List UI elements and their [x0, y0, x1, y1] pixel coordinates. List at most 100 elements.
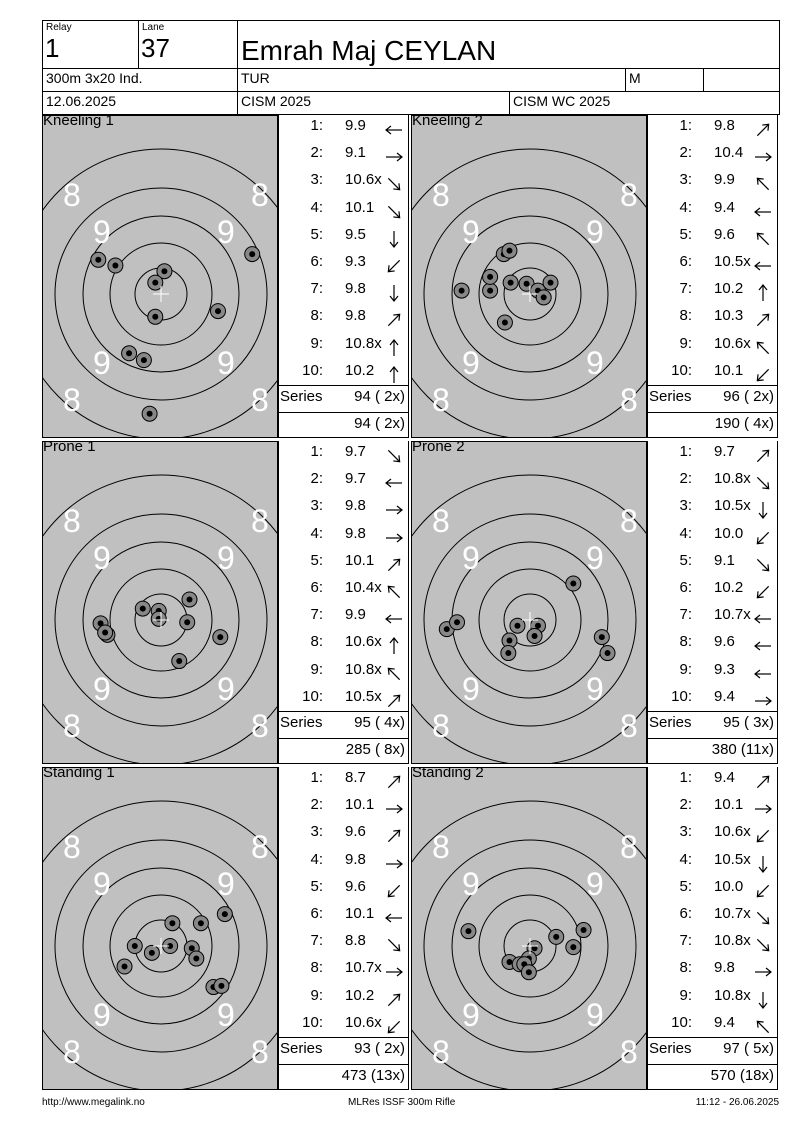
ring-number: 9: [217, 214, 235, 250]
shot-number: 5:: [310, 877, 323, 895]
shot-row: 10: 9.4: [648, 688, 778, 715]
shot-number: 1:: [679, 769, 692, 786]
series-total: 96 ( 2x): [723, 388, 774, 405]
direction-arrow-icon: [754, 207, 771, 217]
ring-number: 9: [462, 214, 480, 250]
ring-number: 8: [63, 503, 81, 539]
shot-value: 9.8: [345, 280, 366, 298]
shot-number: 1:: [310, 769, 323, 786]
shot-row: 8: 9.8: [279, 307, 409, 334]
shot-column: 1: 8.7 2: 10.1 3: 9.6 4: 9.8 5: 9.6 6: 10.1 7: 8.8 8: 1…: [278, 767, 409, 1090]
shot-row: 4: 10.5x: [648, 851, 778, 878]
ring-number: 8: [251, 177, 269, 213]
position-title: Standing 2: [412, 767, 484, 781]
shot-row: 4: 10.0: [648, 525, 778, 552]
ring-number: 8: [432, 829, 450, 865]
target-face: 8 88 89 99 9: [43, 800, 277, 1089]
shot-row: 9: 10.8x: [279, 335, 409, 362]
shot-row: 6: 10.5x: [648, 253, 778, 280]
shot-value: 9.7: [714, 443, 735, 460]
ring-number: 9: [462, 866, 480, 902]
shot-value: 9.8: [345, 497, 366, 515]
ring-number: 8: [620, 708, 638, 744]
direction-arrow-icon: [387, 205, 401, 218]
direction-arrow-icon: [389, 637, 399, 655]
target-panel: 8 8 8 8 9 9 9 9 Prone 1: [42, 441, 278, 764]
direction-arrow-icon: [389, 338, 399, 356]
shot-number: 1:: [310, 443, 323, 460]
ring-number: 8: [432, 382, 450, 418]
shot-number: 5:: [310, 225, 323, 243]
shot-value: 10.2: [345, 361, 375, 379]
event-name: 300m 3x20 Ind.: [46, 70, 143, 86]
ring-number: 9: [462, 540, 480, 576]
running-total-row: 285 ( 8x): [279, 738, 409, 766]
direction-arrow-icon: [756, 884, 770, 898]
ring-number: 9: [462, 345, 480, 381]
footer-url[interactable]: http://www.megalink.no: [42, 1097, 145, 1108]
relay-label: Relay: [46, 22, 72, 33]
ring-number: 9: [586, 671, 604, 707]
series-total: 97 ( 5x): [723, 1040, 774, 1057]
shot-column: 1: 9.4 2: 10.1 3: 10.6x 4: 10.5x 5: 10.0 6: 10.7x 7:…: [647, 767, 778, 1090]
shot-row: 2: 10.1: [279, 796, 409, 823]
shot-value: 9.1: [714, 551, 735, 569]
shot-number: 8:: [310, 307, 323, 325]
shot-value: 10.0: [714, 877, 744, 895]
shot-value: 9.8: [714, 959, 735, 977]
ring-number: 9: [217, 345, 235, 381]
shot-row: 3: 9.8: [279, 497, 409, 524]
match-name: CISM WC 2025: [513, 93, 611, 109]
shot-number: 9:: [679, 986, 692, 1004]
shot-value: 10.6x: [714, 334, 751, 352]
shot-value: 10.3: [714, 307, 744, 325]
shot-number: 2:: [310, 470, 323, 488]
ring-number: 9: [462, 997, 480, 1033]
shot-column: 1: 9.8 2: 10.4 3: 9.9 4: 9.4 5: 9.6 6: 10.5x 7: 10.2 8…: [647, 115, 778, 438]
series-label: Series: [649, 714, 692, 731]
shot-number: 9:: [310, 660, 323, 678]
date: 12.06.2025: [46, 93, 117, 109]
shot-row: 9: 10.2: [279, 987, 409, 1014]
target-face: 8 88 89 99 9: [412, 148, 646, 437]
shot-number: 9:: [310, 986, 323, 1004]
shot-value: 9.4: [714, 198, 735, 216]
shot-value: 10.5x: [714, 850, 751, 868]
target-face: 8 88 89 99 9: [412, 800, 646, 1089]
direction-arrow-icon: [758, 284, 768, 302]
direction-arrow-icon: [755, 152, 772, 162]
direction-arrow-icon: [755, 696, 772, 706]
shot-number: 4:: [310, 850, 323, 868]
center-cross: [153, 938, 169, 954]
shot-row: 2: 10.1: [648, 796, 778, 823]
shot-row: 5: 9.6: [648, 226, 778, 253]
ring-number: 8: [251, 708, 269, 744]
shot-value: 10.1: [714, 796, 744, 814]
series-total-row: Series 95 ( 4x): [279, 711, 409, 739]
center-cross: [522, 612, 538, 628]
running-total: 473 (13x): [341, 1067, 405, 1084]
shot-number: 1:: [679, 443, 692, 460]
shot-number: 2:: [679, 144, 692, 162]
shot-row: 3: 10.5x: [648, 497, 778, 524]
shot-number: 1:: [310, 117, 323, 134]
position-title: Prone 1: [43, 441, 96, 455]
shot-value: 10.2: [345, 986, 375, 1004]
shot-number: 8:: [679, 307, 692, 325]
ring-number: 8: [432, 1034, 450, 1070]
shot-number: 2:: [679, 796, 692, 814]
ring-number: 8: [251, 382, 269, 418]
direction-arrow-icon: [387, 449, 401, 463]
shot-number: 6:: [679, 905, 692, 922]
direction-arrow-icon: [756, 232, 770, 245]
shot-value: 10.8x: [345, 334, 382, 352]
target-face: 8 88 89 99 9: [43, 148, 277, 437]
direction-arrow-icon: [387, 178, 401, 191]
shot-row: 5: 10.1: [279, 552, 409, 579]
direction-arrow-icon: [756, 558, 770, 572]
shot-number: 3:: [679, 823, 692, 841]
relay-cell: Relay 1: [42, 20, 139, 69]
direction-arrow-icon: [387, 585, 401, 599]
shot-number: 10:: [302, 687, 323, 705]
match-cell: CISM WC 2025: [509, 91, 780, 115]
